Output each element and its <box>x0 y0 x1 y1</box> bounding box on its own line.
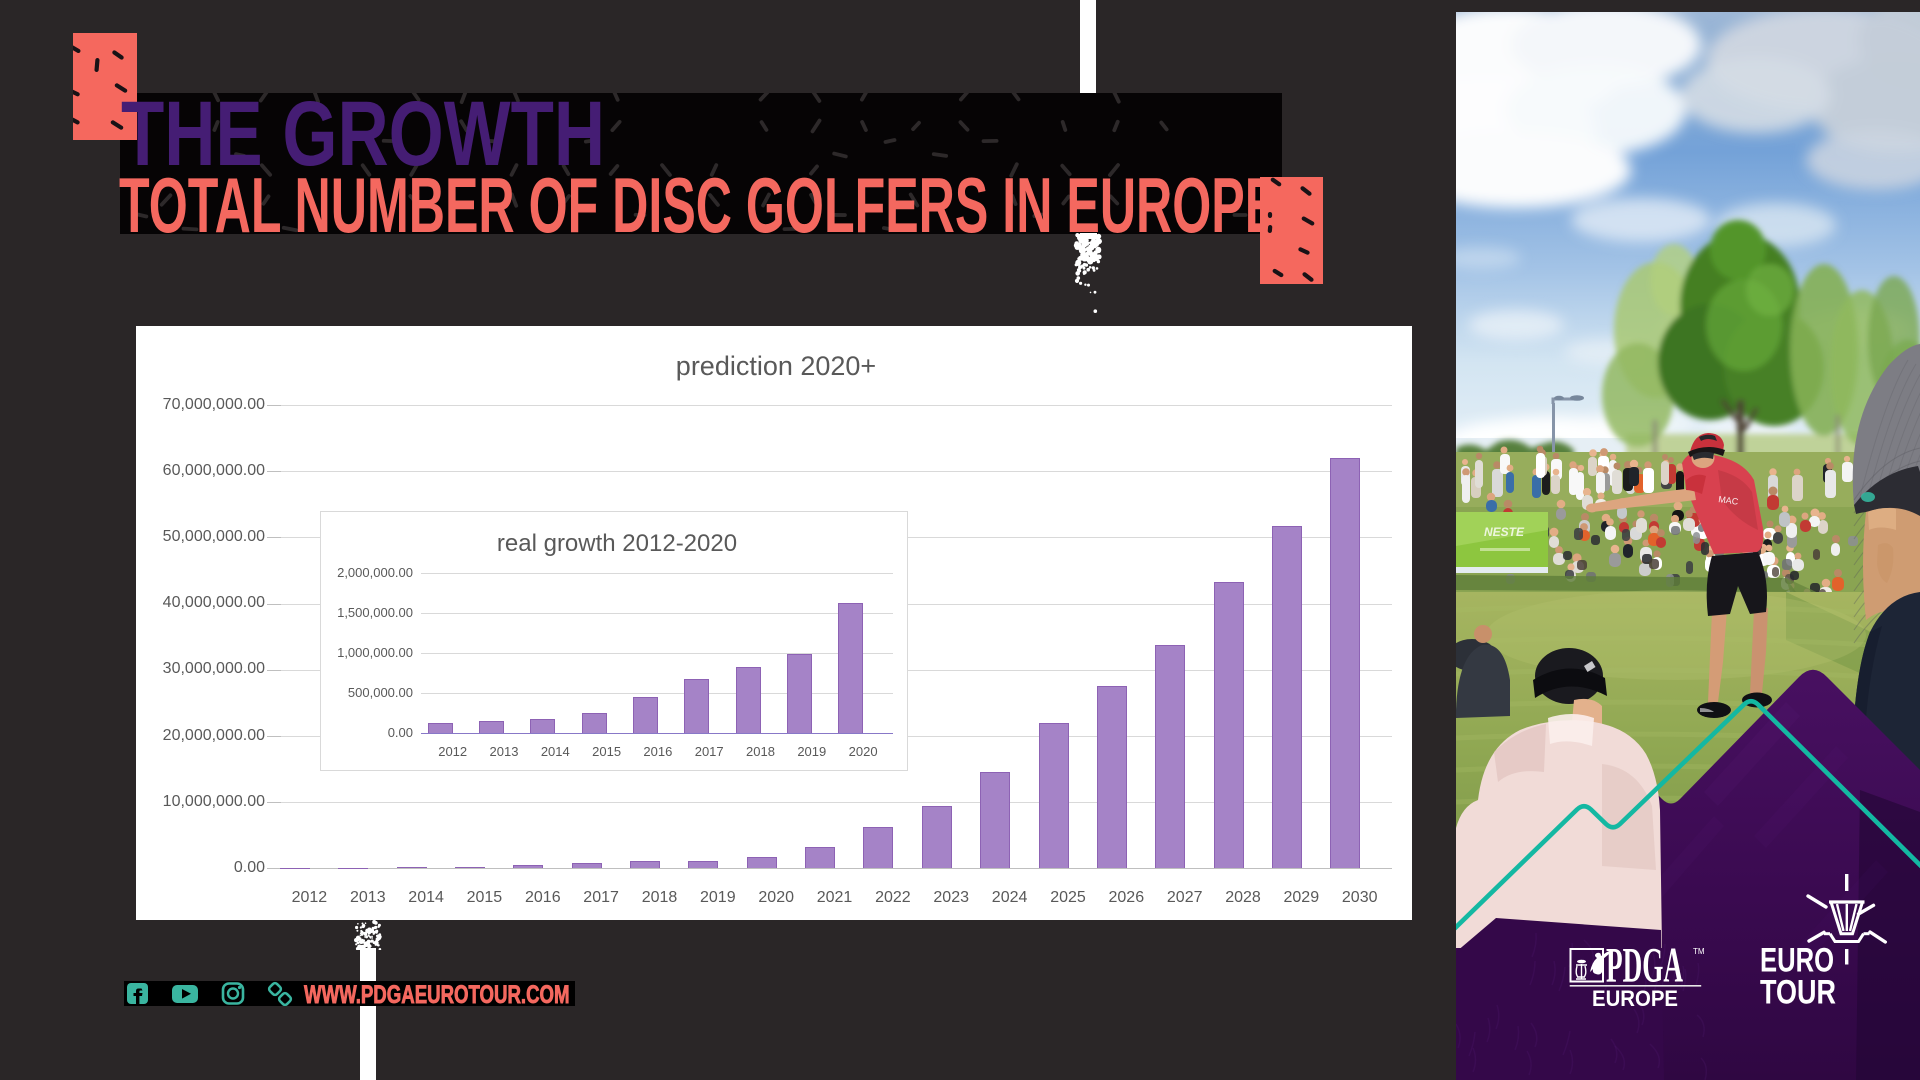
svg-text:TOUR: TOUR <box>1760 974 1836 1012</box>
svg-text:PDGA: PDGA <box>1606 937 1683 993</box>
svg-text:MAC: MAC <box>1718 494 1740 507</box>
svg-text:EUROPE: EUROPE <box>1592 986 1678 1011</box>
svg-text:NESTE: NESTE <box>1484 525 1525 539</box>
svg-text:TM: TM <box>1693 947 1705 956</box>
svg-text:EURO: EURO <box>1760 942 1834 980</box>
